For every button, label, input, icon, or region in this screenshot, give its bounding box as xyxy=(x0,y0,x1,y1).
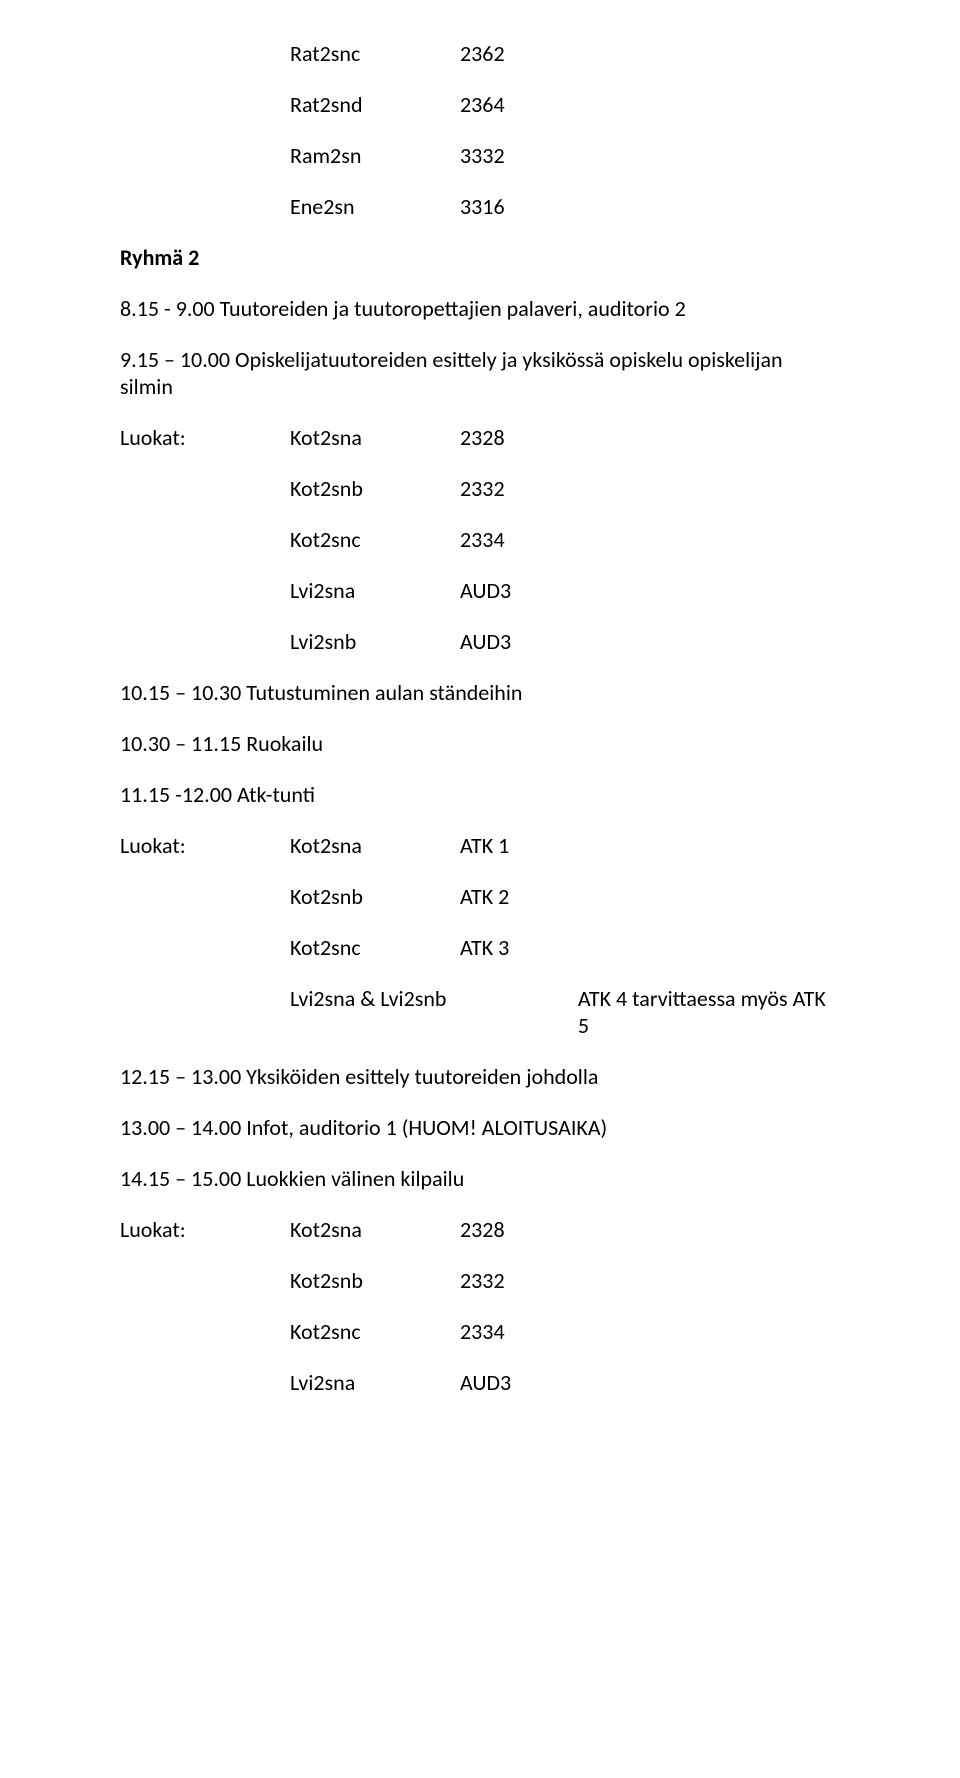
code-row: Kot2snc ATK 3 xyxy=(290,934,840,961)
code-row: Kot2snb 2332 xyxy=(290,1267,840,1294)
code-label: Lvi2snb xyxy=(290,628,460,655)
code-value: AUD3 xyxy=(460,577,800,604)
code-label: Lvi2sna xyxy=(290,1369,460,1396)
code-row: Kot2snc 2334 xyxy=(290,526,840,553)
code-value: 2334 xyxy=(460,1318,800,1345)
code-row-wide: Lvi2sna & Lvi2snb ATK 4 tarvittaessa myö… xyxy=(290,985,840,1039)
code-label: Rat2snd xyxy=(290,91,460,118)
code-value: 2332 xyxy=(460,475,800,502)
schedule-line: 9.15 – 10.00 Opiskelijatuutoreiden esitt… xyxy=(120,346,840,400)
code-value: 2364 xyxy=(460,91,580,118)
schedule-line: 14.15 – 15.00 Luokkien välinen kilpailu xyxy=(120,1165,840,1192)
code-row: Kot2snb ATK 2 xyxy=(290,883,840,910)
code-row: Rat2snc 2362 xyxy=(290,40,840,67)
schedule-line: 10.15 – 10.30 Tutustuminen aulan ständei… xyxy=(120,679,840,706)
schedule-line: 8.15 - 9.00 Tuutoreiden ja tuutoropettaj… xyxy=(120,295,840,322)
code-row: Ram2sn 3332 xyxy=(290,142,840,169)
top-code-list: Rat2snc 2362 Rat2snd 2364 Ram2sn 3332 En… xyxy=(290,40,840,220)
code-row: Lvi2sna AUD3 xyxy=(290,1369,840,1396)
code-label: Kot2snc xyxy=(290,934,460,961)
schedule-line: 10.30 – 11.15 Ruokailu xyxy=(120,730,840,757)
code-label: Kot2snb xyxy=(290,475,460,502)
code-value: ATK 2 xyxy=(460,883,800,910)
code-row: Rat2snd 2364 xyxy=(290,91,840,118)
luokat-row: Luokat: Kot2sna ATK 1 xyxy=(120,832,840,859)
code-row: Lvi2snb AUD3 xyxy=(290,628,840,655)
code-label: Ram2sn xyxy=(290,142,460,169)
code-label: Kot2sna xyxy=(290,832,460,859)
code-value: AUD3 xyxy=(460,628,800,655)
code-value: 2328 xyxy=(460,1216,580,1243)
luokat-row: Luokat: Kot2sna 2328 xyxy=(120,1216,840,1243)
code-label: Lvi2sna xyxy=(290,577,460,604)
code-value: 2332 xyxy=(460,1267,800,1294)
code-label: Kot2snb xyxy=(290,883,460,910)
schedule-line: 12.15 – 13.00 Yksiköiden esittely tuutor… xyxy=(120,1063,840,1090)
code-row: Kot2snb 2332 xyxy=(290,475,840,502)
code-row: Kot2snc 2334 xyxy=(290,1318,840,1345)
code-label: Kot2sna xyxy=(290,1216,460,1243)
group-heading: Ryhmä 2 xyxy=(120,244,840,271)
code-label: Kot2snc xyxy=(290,526,460,553)
code-label: Lvi2sna & Lvi2snb xyxy=(290,985,578,1039)
code-row: Lvi2sna AUD3 xyxy=(290,577,840,604)
code-label: Rat2snc xyxy=(290,40,460,67)
luokat-label: Luokat: xyxy=(120,1216,290,1243)
code-label: Ene2sn xyxy=(290,193,460,220)
code-value: 2328 xyxy=(460,424,580,451)
luokat-label: Luokat: xyxy=(120,832,290,859)
code-value: AUD3 xyxy=(460,1369,800,1396)
luokat-label: Luokat: xyxy=(120,424,290,451)
code-row: Ene2sn 3316 xyxy=(290,193,840,220)
luokat-row: Luokat: Kot2sna 2328 xyxy=(120,424,840,451)
code-value: 2362 xyxy=(460,40,580,67)
code-label: Kot2snb xyxy=(290,1267,460,1294)
schedule-line: 13.00 – 14.00 Infot, auditorio 1 (HUOM! … xyxy=(120,1114,840,1141)
code-value: 3332 xyxy=(460,142,580,169)
code-value: ATK 1 xyxy=(460,832,580,859)
code-value: ATK 4 tarvittaessa myös ATK 5 xyxy=(578,985,840,1039)
code-label: Kot2snc xyxy=(290,1318,460,1345)
code-value: 3316 xyxy=(460,193,580,220)
code-value: 2334 xyxy=(460,526,800,553)
schedule-line: 11.15 -12.00 Atk-tunti xyxy=(120,781,840,808)
code-value: ATK 3 xyxy=(460,934,800,961)
code-label: Kot2sna xyxy=(290,424,460,451)
